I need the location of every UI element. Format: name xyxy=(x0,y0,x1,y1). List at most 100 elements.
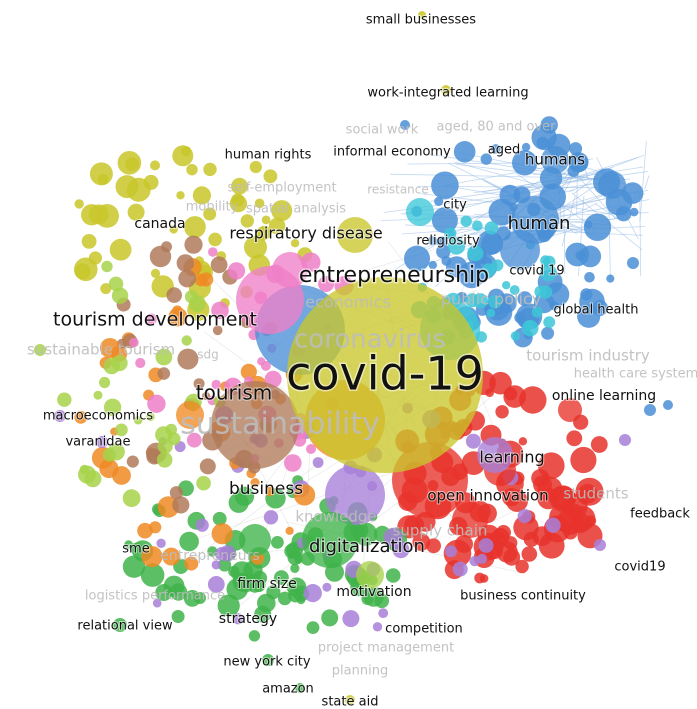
network-node xyxy=(176,254,195,272)
network-node xyxy=(345,695,355,705)
network-node xyxy=(412,533,431,551)
network-node xyxy=(488,295,502,309)
network-node xyxy=(133,415,143,425)
network-node xyxy=(130,542,143,556)
network-node xyxy=(172,496,190,514)
network-node xyxy=(515,559,529,574)
node-label: online learning xyxy=(552,388,656,404)
network-node xyxy=(472,220,483,232)
network-node xyxy=(193,378,205,390)
network-node xyxy=(217,594,240,617)
network-node xyxy=(486,308,496,318)
node-label: religiosity xyxy=(416,234,480,249)
node-label: aged xyxy=(488,143,520,158)
network-node xyxy=(74,410,88,424)
network-node xyxy=(162,547,181,566)
network-node xyxy=(230,561,254,584)
network-node xyxy=(101,260,113,273)
node-label: students xyxy=(563,485,628,503)
node-label: relational view xyxy=(77,619,173,634)
network-node xyxy=(262,654,274,666)
node-label: city xyxy=(443,198,467,213)
node-label: entrepreneurship xyxy=(299,263,489,288)
network-node xyxy=(274,570,289,585)
network-node xyxy=(100,338,120,358)
network-node xyxy=(570,446,597,474)
network-node xyxy=(431,207,458,234)
node-label: humans xyxy=(525,151,585,169)
network-node xyxy=(149,521,162,534)
network-node xyxy=(147,394,166,413)
network-node xyxy=(124,540,133,549)
network-node xyxy=(521,319,539,337)
node-label: varanidae xyxy=(65,435,130,450)
network-node xyxy=(211,560,221,570)
node-label: coronavirus xyxy=(294,325,446,355)
network-node xyxy=(127,203,145,221)
network-node xyxy=(184,235,203,254)
network-node xyxy=(478,538,494,553)
node-label: covid-19 xyxy=(286,347,484,401)
network-node xyxy=(580,288,593,301)
network-node xyxy=(169,225,178,234)
network-node xyxy=(109,238,132,261)
network-node xyxy=(453,141,476,163)
network-node xyxy=(490,144,501,154)
network-node xyxy=(465,293,480,308)
node-label: tourism xyxy=(196,381,272,405)
network-node xyxy=(378,608,389,618)
network-node xyxy=(446,256,468,278)
network-node xyxy=(54,410,66,422)
network-node xyxy=(467,245,484,262)
network-node xyxy=(88,204,109,225)
node-label: competition xyxy=(385,622,463,637)
network-node xyxy=(583,213,612,241)
node-label: tourism development xyxy=(53,309,257,331)
network-node xyxy=(234,486,255,506)
network-node xyxy=(212,325,223,336)
network-node xyxy=(363,586,384,607)
network-node xyxy=(372,622,383,632)
network-node xyxy=(502,281,511,290)
network-node xyxy=(126,455,139,468)
node-label: social work xyxy=(346,123,419,138)
node-label: sustainability xyxy=(180,407,380,442)
network-node xyxy=(567,504,583,520)
network-node xyxy=(404,245,430,272)
network-node xyxy=(479,574,489,583)
network-node xyxy=(321,609,339,627)
network-edge xyxy=(595,203,620,221)
network-node xyxy=(231,177,248,195)
network-node xyxy=(644,404,656,416)
network-node xyxy=(137,522,153,539)
network-node xyxy=(272,252,308,288)
network-node xyxy=(211,523,233,545)
network-node xyxy=(504,387,518,401)
node-label: self-employment xyxy=(227,181,336,196)
node-label: digitalization xyxy=(309,536,425,557)
network-node xyxy=(166,287,182,303)
network-node xyxy=(460,215,472,227)
network-node xyxy=(215,547,229,561)
network-node xyxy=(169,583,188,601)
network-node xyxy=(88,251,102,265)
network-node xyxy=(452,502,488,538)
network-node xyxy=(156,452,173,468)
network-edge xyxy=(639,141,647,222)
node-label: economics xyxy=(305,293,391,312)
network-node xyxy=(418,11,426,19)
network-node xyxy=(428,260,437,270)
network-node xyxy=(141,546,163,568)
network-node xyxy=(584,272,595,283)
network-node xyxy=(296,595,306,605)
network-node xyxy=(179,531,199,552)
network-node xyxy=(541,146,569,174)
network-node xyxy=(188,295,206,313)
network-node xyxy=(385,568,401,583)
network-node xyxy=(115,423,128,437)
network-node xyxy=(293,484,316,506)
node-label: small businesses xyxy=(366,13,476,28)
network-node xyxy=(495,405,509,419)
network-node xyxy=(569,142,583,156)
